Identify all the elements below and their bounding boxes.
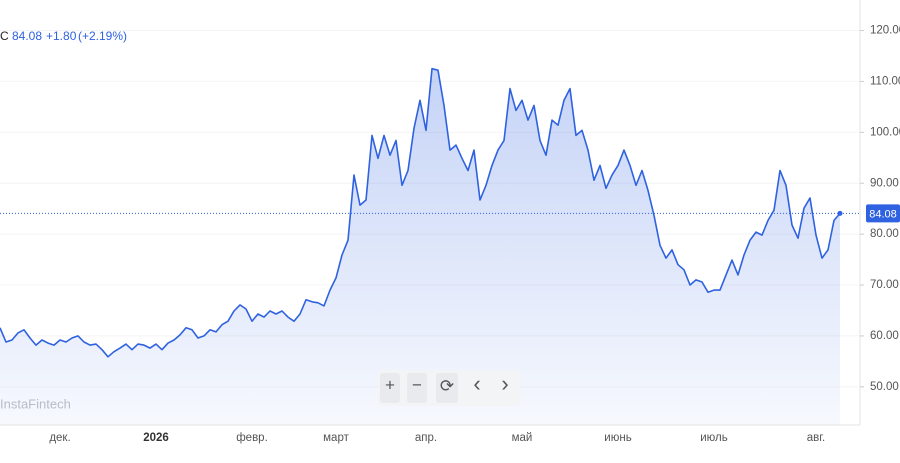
toolbar: + − ⟳ ‹ › xyxy=(378,370,520,406)
change: +1.80 xyxy=(46,29,77,43)
reset[interactable]: ⟳ xyxy=(440,376,454,395)
scroll-right[interactable]: › xyxy=(501,371,508,396)
reset-bg xyxy=(436,373,458,403)
y-tick-label: 100.00 xyxy=(870,126,900,138)
price: 84.08 xyxy=(12,29,42,43)
x-tick-label: апр. xyxy=(415,432,437,444)
zoom-in[interactable]: + xyxy=(385,375,395,394)
x-tick-label: дек. xyxy=(49,432,70,444)
change-percent: (+2.19%) xyxy=(78,29,127,43)
zoom-out-bg xyxy=(407,373,427,403)
watermark: InstaFintech xyxy=(0,396,71,411)
y-tick-label: 120.00 xyxy=(870,25,900,37)
y-tick-label: 80.00 xyxy=(870,228,899,240)
zoom-out[interactable]: − xyxy=(412,375,422,394)
scroll-left[interactable]: ‹ xyxy=(473,371,480,396)
y-tick-label: 90.00 xyxy=(870,177,899,189)
price-line xyxy=(0,67,841,358)
y-tick-label: 70.00 xyxy=(870,279,899,291)
ticker: C xyxy=(0,29,9,43)
x-tick-label: июнь xyxy=(604,432,631,444)
x-tick-label: март xyxy=(323,432,349,444)
x-tick-label: июль xyxy=(700,432,728,444)
area-fill xyxy=(0,68,840,425)
plot-area xyxy=(0,30,860,425)
price-tag-label: 84.08 xyxy=(869,208,897,220)
y-tick-label: 60.00 xyxy=(870,330,899,342)
x-tick-label: май xyxy=(512,432,533,444)
x-tick-label: 2026 xyxy=(143,432,169,444)
y-tick-label: 50.00 xyxy=(870,381,899,393)
x-tick-label: авг. xyxy=(807,432,826,444)
y-tick-label: 110.00 xyxy=(870,75,900,87)
x-tick-label: февр. xyxy=(236,432,268,444)
zoom-in-bg xyxy=(380,373,400,403)
last-price-dot xyxy=(837,210,843,216)
price-tag xyxy=(866,204,900,223)
